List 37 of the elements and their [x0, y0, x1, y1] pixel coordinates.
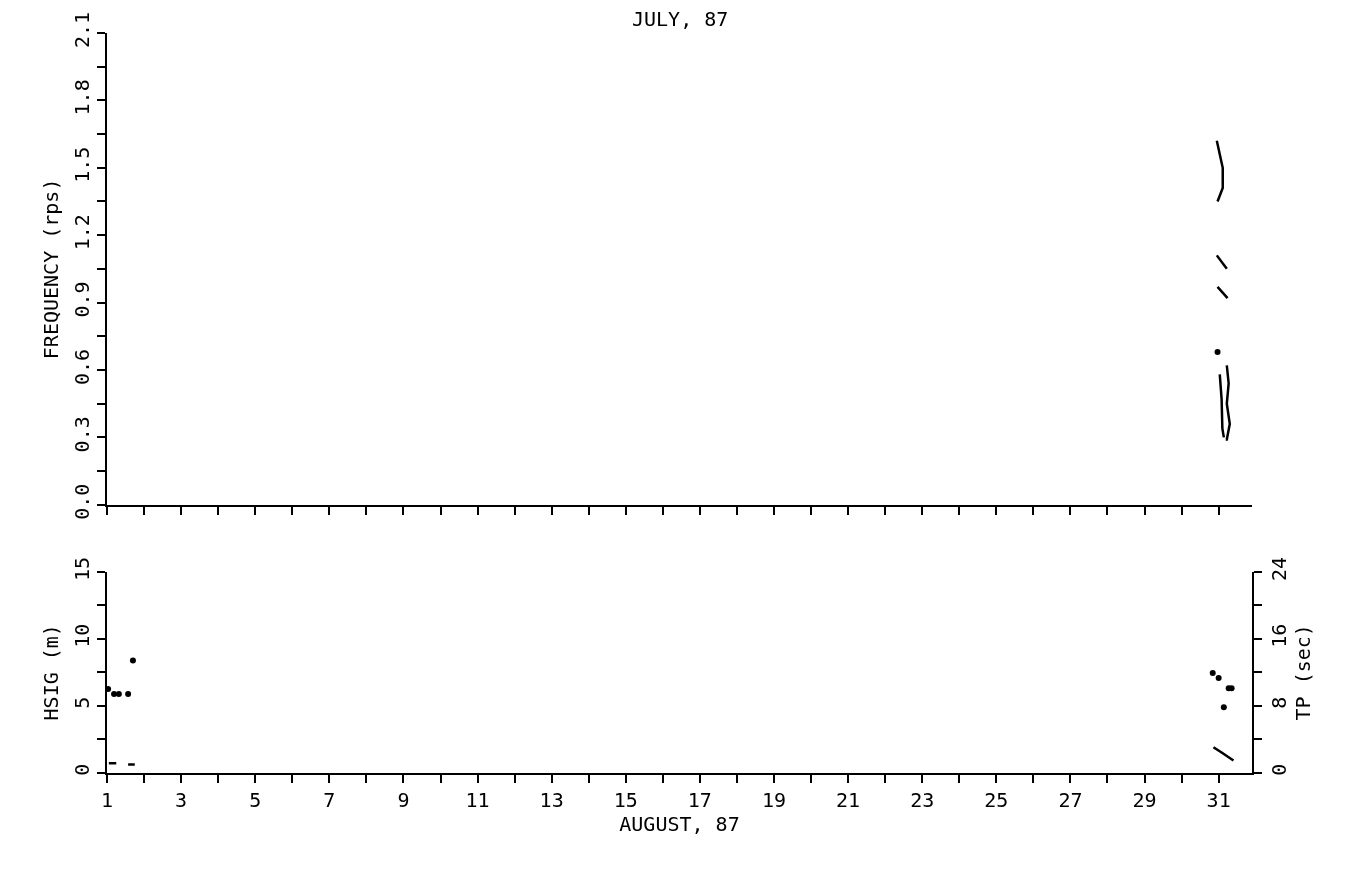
- y-axis-title: FREQUENCY (rps): [39, 178, 63, 360]
- x-tick-label: 31: [1206, 787, 1231, 812]
- x-tick-label: 25: [984, 787, 1009, 812]
- x-tick-label: 23: [910, 787, 935, 812]
- y-tick-label: 2.1: [70, 11, 94, 49]
- y-tick-label: 0.9: [70, 281, 94, 318]
- y2-tick-label: 8: [1267, 696, 1291, 709]
- y-tick-label: 0.3: [70, 416, 94, 453]
- y2-tick-label: 24: [1267, 556, 1291, 581]
- x-tick-label: 27: [1058, 787, 1083, 812]
- x-tick-label: 17: [687, 787, 712, 812]
- y-tick-label: 1.2: [70, 214, 94, 251]
- x-tick-label: 3: [175, 787, 188, 812]
- y-tick-label: 0.0: [70, 483, 94, 520]
- y2-tick-label: 0: [1267, 763, 1291, 776]
- x-tick-label: 1: [100, 787, 114, 812]
- x-tick-label: 5: [249, 787, 262, 812]
- x-tick-label: 29: [1132, 787, 1157, 812]
- x-tick-label: 13: [539, 787, 564, 812]
- y-tick-label: 1.8: [70, 79, 94, 116]
- y-tick-label: 0: [70, 763, 94, 776]
- x-tick-label: 19: [761, 787, 787, 812]
- chart-title: JULY, 87: [632, 7, 729, 31]
- x-tick-label: 11: [465, 787, 490, 812]
- y-tick-label: 15: [70, 556, 94, 581]
- x-tick-label: 15: [613, 787, 638, 812]
- y-tick-label: 5: [70, 696, 94, 709]
- y2-tick-label: 16: [1267, 623, 1291, 648]
- y-tick-label: 1.5: [70, 146, 94, 183]
- y-tick-label: 0.6: [70, 348, 94, 386]
- x-tick-label: 7: [323, 787, 336, 812]
- x-tick-label: 21: [836, 787, 861, 812]
- x-tick-label: 9: [397, 787, 410, 812]
- y-tick-label: 10: [70, 623, 94, 648]
- y-axis-title: HSIG (m): [39, 624, 63, 721]
- x-axis-title: AUGUST, 87: [619, 811, 740, 836]
- y2-axis-title: TP (sec): [1291, 624, 1315, 721]
